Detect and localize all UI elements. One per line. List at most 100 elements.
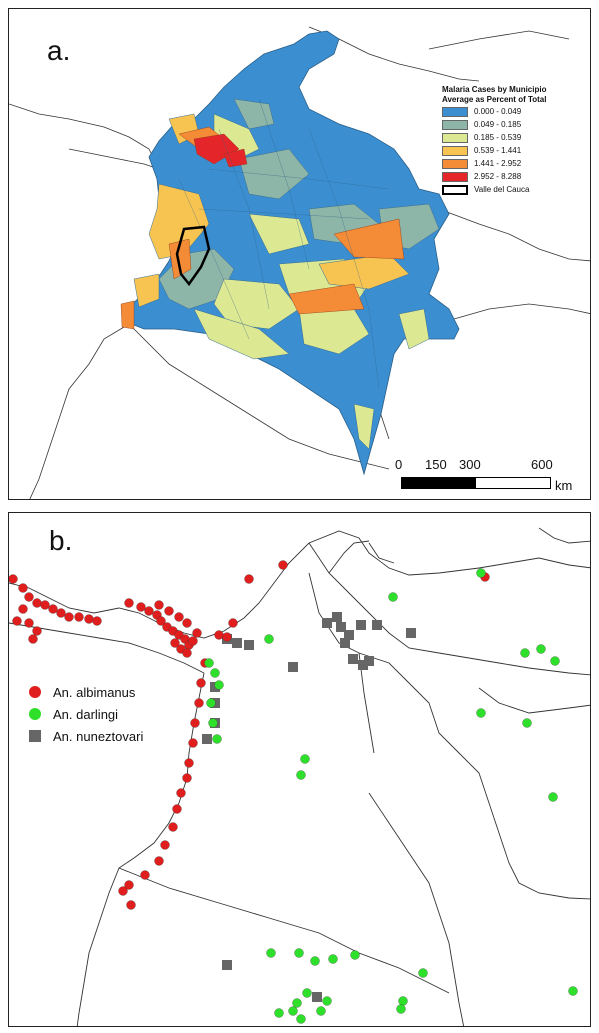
albimanus-point xyxy=(160,840,170,850)
colombia-choropleth-map xyxy=(9,26,590,499)
scale-tick-300: 300 xyxy=(459,457,481,472)
albimanus-point xyxy=(190,718,200,728)
darlingi-point xyxy=(476,708,486,718)
valle-del-cauca-outline xyxy=(175,225,211,287)
anopheles-occurrence-map xyxy=(9,527,590,1026)
nuneztovari-point xyxy=(222,960,232,970)
albimanus-point xyxy=(168,822,178,832)
panel-a-malaria-cases-map: a. Malaria Cases by Municipio Average as… xyxy=(8,8,591,500)
legend-label-5: 2.952 - 8.288 xyxy=(474,172,522,181)
albimanus-point xyxy=(172,804,182,814)
legend-label-4: 1.441 - 2.952 xyxy=(474,159,522,168)
legend-row-class-3: 0.539 - 1.441 xyxy=(442,144,582,157)
darlingi-point xyxy=(292,998,302,1008)
nuneztovari-point xyxy=(364,656,374,666)
nuneztovari-point xyxy=(336,622,346,632)
albimanus-point xyxy=(32,626,42,636)
legend-label-2: 0.185 - 0.539 xyxy=(474,133,522,142)
darlingi-point xyxy=(300,754,310,764)
nuneztovari-point xyxy=(356,620,366,630)
albimanus-point xyxy=(192,628,202,638)
albimanus-point xyxy=(244,574,254,584)
legend-row-class-4: 1.441 - 2.952 xyxy=(442,157,582,170)
darlingi-point xyxy=(210,668,220,678)
albimanus-point xyxy=(48,604,58,614)
legend-swatch-2 xyxy=(442,132,468,143)
albimanus-point xyxy=(188,636,198,646)
albimanus-point xyxy=(64,612,74,622)
legend-swatch-4 xyxy=(442,158,468,169)
nuneztovari-point xyxy=(332,612,342,622)
legend-title-line1: Malaria Cases by Municipio xyxy=(442,85,547,94)
nuneztovari-point xyxy=(358,660,368,670)
albimanus-point xyxy=(156,616,166,626)
albimanus-point xyxy=(154,856,164,866)
nuneztovari-point xyxy=(348,654,358,664)
legend-swatch-5 xyxy=(442,171,468,182)
albimanus-point xyxy=(144,606,154,616)
legend-row-darlingi: An. darlingi xyxy=(29,703,143,725)
legend-swatch-3 xyxy=(442,145,468,156)
albimanus-point xyxy=(32,598,42,608)
albimanus-point xyxy=(18,604,28,614)
nuneztovari-point xyxy=(322,618,332,628)
darlingi-point xyxy=(212,734,222,744)
nuneztovari-point xyxy=(340,638,350,648)
legend-row-class-2: 0.185 - 0.539 xyxy=(442,131,582,144)
darlingi-point xyxy=(476,568,486,578)
legend-row-nuneztovari: An. nuneztovari xyxy=(29,725,143,747)
albimanus-point xyxy=(9,574,18,584)
darlingi-point xyxy=(568,986,578,996)
scale-unit: km xyxy=(555,478,573,493)
darlingi-point xyxy=(322,996,332,1006)
albimanus-point xyxy=(140,870,150,880)
nuneztovari-point xyxy=(202,734,212,744)
albimanus-point xyxy=(28,634,38,644)
albimanus-point xyxy=(214,630,224,640)
panel-a-label: a. xyxy=(47,35,71,66)
legend-label-1: 0.049 - 0.185 xyxy=(474,120,522,129)
albimanus-point xyxy=(188,738,198,748)
legend-title-line2: Average as Percent of Total xyxy=(442,95,547,104)
darlingi-point xyxy=(274,1008,284,1018)
legend-outline-label: Valle del Cauca xyxy=(474,185,530,194)
albimanus-point xyxy=(278,560,288,570)
darlingi-point xyxy=(388,592,398,602)
scale-tick-600: 600 xyxy=(531,457,553,472)
darlingi-point xyxy=(288,1006,298,1016)
darlingi-point xyxy=(204,658,214,668)
legend-label-nuneztovari: An. nuneztovari xyxy=(53,728,144,744)
nuneztovari-point xyxy=(232,638,242,648)
albimanus-point xyxy=(24,618,34,628)
darlingi-point xyxy=(350,950,360,960)
darlingi-point xyxy=(302,988,312,998)
darlingi-point xyxy=(536,644,546,654)
darlingi-point xyxy=(398,996,408,1006)
albimanus-point xyxy=(24,592,34,602)
darlingi-marker-icon xyxy=(29,708,41,720)
albimanus-point xyxy=(170,638,180,648)
legend-label-3: 0.539 - 1.441 xyxy=(474,146,522,155)
scale-bar-segment-black xyxy=(401,477,475,489)
legend-swatch-1 xyxy=(442,119,468,130)
nuneztovari-point xyxy=(288,662,298,672)
legend-outline-swatch xyxy=(442,184,468,195)
albimanus-point xyxy=(136,602,146,612)
scale-tick-0: 0 xyxy=(395,457,403,472)
albimanus-marker-icon xyxy=(29,686,41,698)
darlingi-point xyxy=(294,948,304,958)
albimanus-point xyxy=(84,614,94,624)
albimanus-point xyxy=(174,612,184,622)
nuneztovari-marker-icon xyxy=(29,730,41,742)
darlingi-point xyxy=(266,948,276,958)
darlingi-point xyxy=(208,718,218,728)
albimanus-point xyxy=(124,880,134,890)
legend-row-albimanus: An. albimanus xyxy=(29,681,143,703)
scale-tick-150: 150 xyxy=(425,457,447,472)
malaria-legend: Malaria Cases by Municipio Average as Pe… xyxy=(442,85,582,196)
nuneztovari-point xyxy=(244,640,254,650)
panel-b-label: b. xyxy=(49,525,73,556)
darlingi-point xyxy=(550,656,560,666)
darlingi-point xyxy=(296,770,306,780)
panel-b-anopheles-map: b. An. albimanus An. darlingi An. nunezt… xyxy=(8,512,591,1027)
